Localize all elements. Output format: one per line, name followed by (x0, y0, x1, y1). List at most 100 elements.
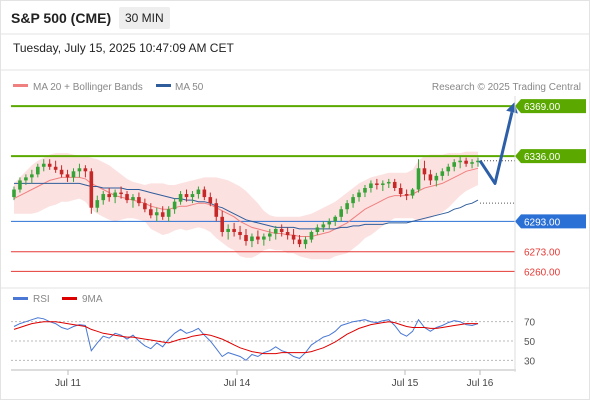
candle-body (262, 236, 266, 240)
candle-body (464, 160, 468, 164)
candle (404, 189, 409, 201)
bollinger-band-fill (14, 151, 478, 260)
candle-body (297, 239, 302, 245)
candle-body (12, 189, 16, 198)
candle (160, 206, 165, 220)
rsi-series-rsi (13, 317, 479, 361)
rsi-lines (13, 317, 479, 361)
level-label-6293.00: 6293.00 (524, 217, 561, 228)
candle (458, 156, 462, 169)
candle (256, 230, 260, 245)
level-label-6273.00: 6273.00 (524, 248, 561, 259)
candle (452, 159, 457, 172)
time-tick-label: Jul 14 (224, 378, 251, 389)
candle (131, 194, 135, 208)
candle-body (476, 160, 480, 163)
candle-body (202, 189, 207, 198)
candle-body (53, 166, 58, 170)
candle (392, 178, 397, 192)
candle-body (381, 183, 385, 185)
candle (381, 180, 385, 192)
candle (166, 206, 171, 222)
candle-body (24, 177, 28, 181)
candle-body (160, 212, 165, 217)
candle-body (41, 163, 46, 167)
ma20-legend-swatch (13, 84, 28, 87)
candle (351, 194, 355, 208)
candle (363, 184, 367, 198)
candle (416, 159, 421, 193)
rsi-ma-legend-label: 9MA (82, 294, 103, 305)
candle-body (95, 200, 100, 208)
candle-body (458, 160, 462, 163)
candle-body (30, 174, 34, 178)
credit-text: Research © 2025 Trading Central (432, 82, 581, 93)
rsi-grid: 70 50 30 (11, 318, 536, 367)
candle-body (422, 168, 427, 175)
level-label-6260.00: 6260.00 (524, 267, 561, 278)
candle-body (220, 216, 225, 232)
candle (143, 198, 147, 213)
candle (172, 198, 177, 214)
bollinger-bands (14, 151, 478, 260)
candle-body (113, 192, 117, 198)
candle (267, 228, 272, 242)
candle (107, 188, 111, 202)
candle (226, 224, 230, 240)
candle (149, 203, 153, 219)
candle (369, 180, 373, 193)
candle (333, 215, 338, 226)
candle (95, 195, 100, 213)
instrument-title: S&P 500 (CME) (11, 10, 112, 26)
candle-body (470, 162, 474, 164)
candle (125, 191, 129, 204)
candle (339, 206, 343, 222)
candle-body (303, 239, 308, 245)
candle-body (196, 189, 201, 195)
ma20-legend-label: MA 20 + Bollinger Bands (33, 82, 143, 93)
candle-body (143, 203, 147, 210)
candle (303, 236, 308, 249)
interval-badge[interactable]: 30 MIN (119, 7, 170, 29)
candle-body (208, 197, 213, 204)
key-levels (11, 105, 515, 272)
candle-body (291, 235, 296, 240)
rsi-tick-label-50: 50 (524, 337, 536, 348)
candle (410, 188, 415, 199)
candle (422, 160, 427, 181)
candle (30, 169, 34, 184)
candle (77, 163, 82, 178)
candle-body (232, 228, 236, 232)
candle-body (446, 166, 451, 172)
rsi-legend: RSI 9MA (13, 294, 103, 305)
candle (47, 159, 52, 170)
candle-body (309, 231, 314, 240)
candle-body (119, 192, 123, 195)
candle-body (434, 175, 439, 181)
candle-body (172, 201, 177, 210)
candle (345, 200, 349, 214)
candle (65, 169, 70, 182)
candle-body (83, 168, 88, 172)
chart-header: S&P 500 (CME) 30 MIN (0, 0, 590, 34)
rsi-series-9ma (13, 321, 478, 355)
candle (297, 235, 302, 248)
candle-body (369, 183, 373, 188)
candle-body (398, 188, 403, 195)
candle-body (18, 180, 22, 190)
candle-body (333, 216, 338, 222)
candle-body (125, 194, 129, 201)
candle-body (35, 166, 40, 175)
ma50-legend-label: MA 50 (175, 82, 204, 93)
candle-body (327, 221, 332, 225)
candle-body (416, 168, 421, 190)
candle-body (131, 197, 135, 201)
candle-body (315, 227, 320, 232)
candle-body (137, 197, 141, 204)
candle-body (386, 181, 391, 184)
candle (464, 157, 468, 167)
candlesticks (12, 156, 480, 249)
candle (184, 189, 189, 202)
level-tag-6369.00 (515, 99, 586, 114)
candle (476, 157, 480, 167)
